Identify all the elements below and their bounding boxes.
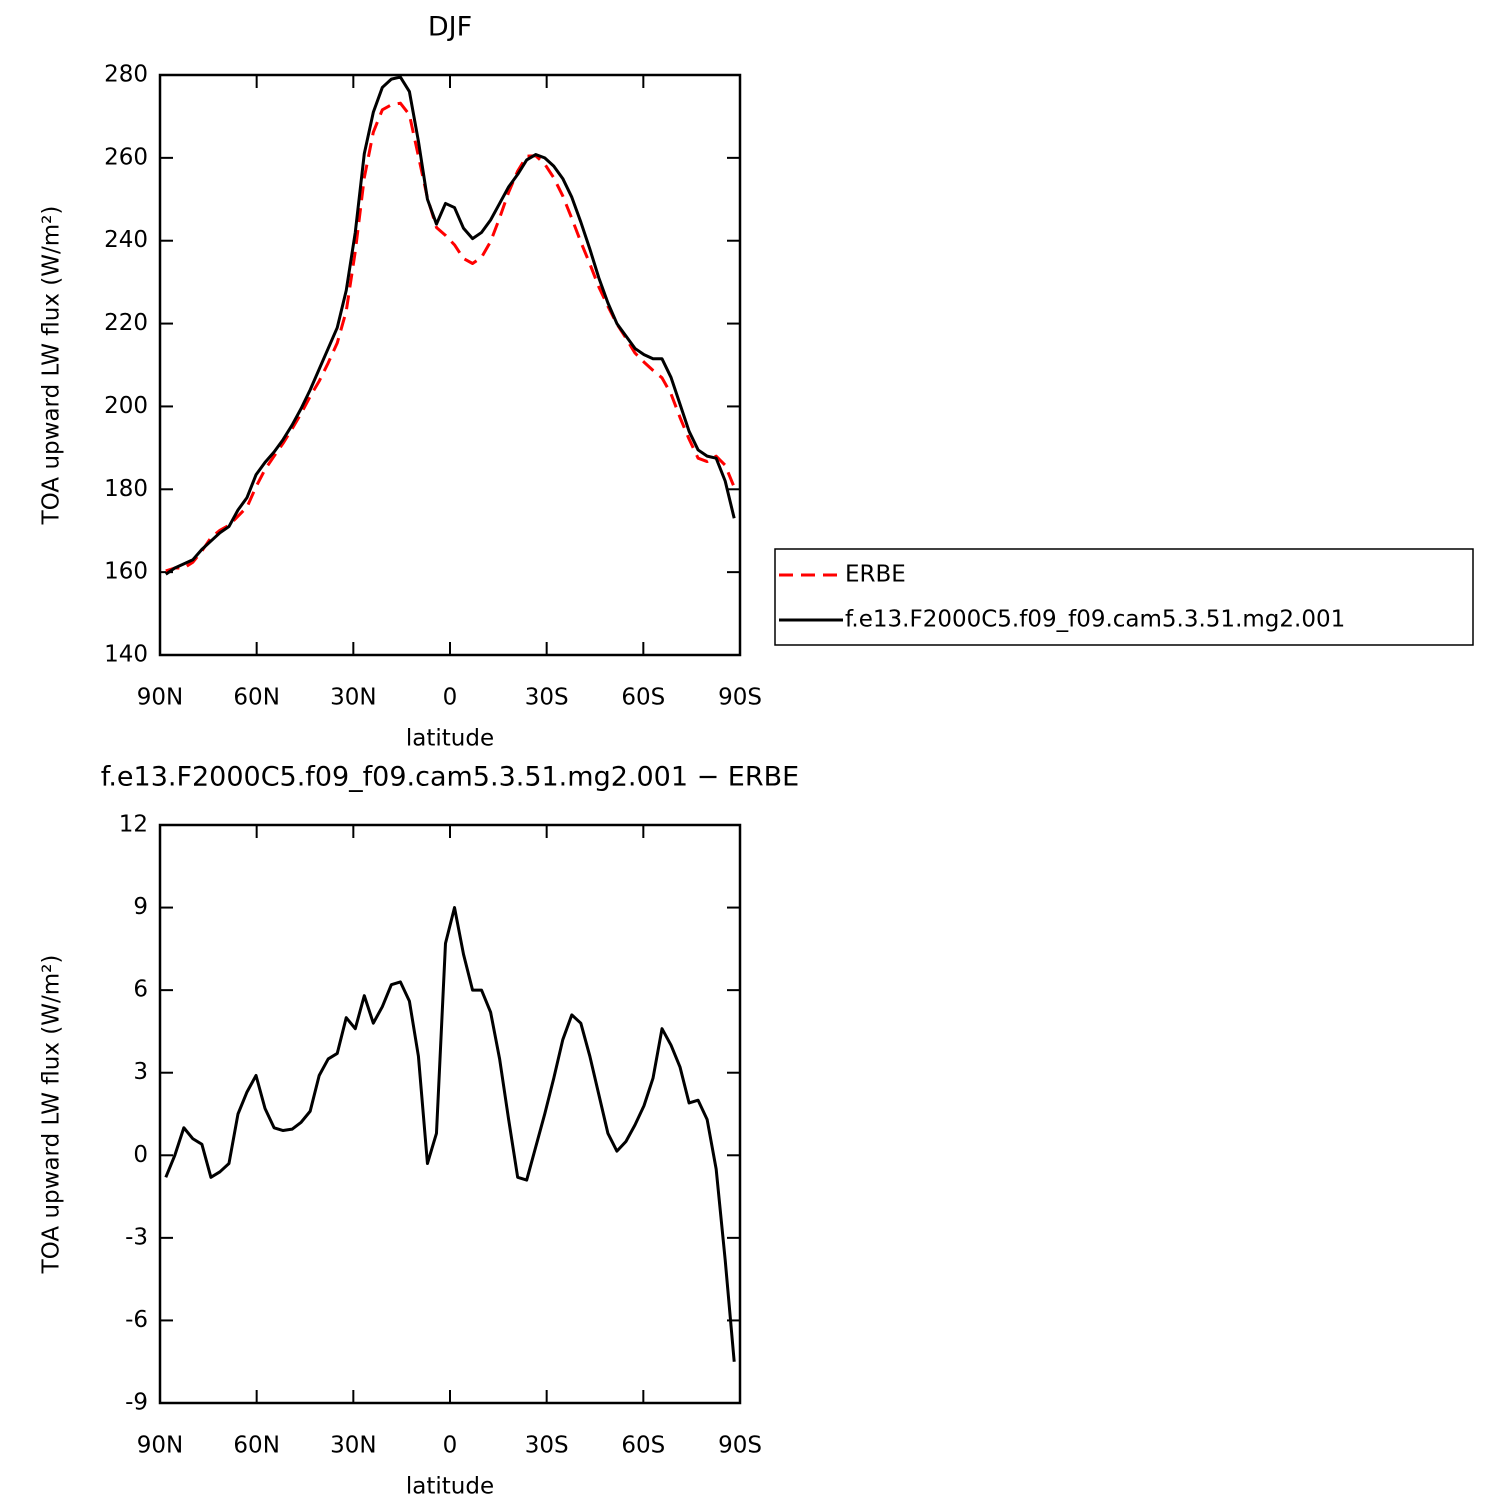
y-tick-label: 9 bbox=[133, 894, 148, 920]
y-tick-label: 200 bbox=[104, 393, 148, 419]
x-tick-label: 60S bbox=[621, 685, 665, 711]
x-tick-label: 60N bbox=[233, 685, 279, 711]
y-tick-label: 0 bbox=[133, 1142, 148, 1168]
legend-label: ERBE bbox=[845, 562, 906, 588]
x-tick-label: 90N bbox=[137, 685, 183, 711]
x-tick-label: 60N bbox=[233, 1433, 279, 1459]
y-axis-label: TOA upward LW flux (W/m²) bbox=[39, 955, 65, 1275]
chart-title: f.e13.F2000C5.f09_f09.cam5.3.51.mg2.001 … bbox=[101, 762, 799, 793]
y-tick-label: -9 bbox=[125, 1390, 148, 1416]
y-tick-label: 220 bbox=[104, 310, 148, 336]
x-axis-label: latitude bbox=[406, 726, 494, 752]
y-tick-label: -6 bbox=[125, 1307, 148, 1333]
y-tick-label: 240 bbox=[104, 227, 148, 253]
y-tick-label: 140 bbox=[104, 642, 148, 668]
x-tick-label: 30N bbox=[330, 685, 376, 711]
x-tick-label: 90N bbox=[137, 1433, 183, 1459]
chart-title: DJF bbox=[428, 12, 472, 43]
x-tick-label: 30S bbox=[525, 685, 569, 711]
x-tick-label: 60S bbox=[621, 1433, 665, 1459]
data-line bbox=[165, 101, 736, 573]
y-tick-label: 3 bbox=[133, 1059, 148, 1085]
y-tick-label: -3 bbox=[125, 1224, 148, 1250]
y-tick-label: 6 bbox=[133, 977, 148, 1003]
plot-frame bbox=[158, 73, 742, 657]
y-tick-label: 280 bbox=[104, 62, 148, 88]
y-tick-label: 260 bbox=[104, 144, 148, 170]
x-tick-label: 90S bbox=[718, 1433, 762, 1459]
legend-box bbox=[774, 548, 1474, 646]
y-tick-label: 12 bbox=[119, 812, 148, 838]
data-line bbox=[164, 906, 736, 1362]
x-tick-label: 0 bbox=[443, 1433, 458, 1459]
y-axis-label: TOA upward LW flux (W/m²) bbox=[39, 206, 65, 526]
y-tick-label: 180 bbox=[104, 476, 148, 502]
x-tick-label: 90S bbox=[718, 685, 762, 711]
data-line bbox=[164, 75, 736, 576]
plot-frame bbox=[158, 823, 742, 1405]
y-tick-label: 160 bbox=[104, 559, 148, 585]
x-axis-label: latitude bbox=[406, 1474, 494, 1500]
x-tick-label: 30S bbox=[525, 1433, 569, 1459]
x-tick-label: 30N bbox=[330, 1433, 376, 1459]
legend-label: f.e13.F2000C5.f09_f09.cam5.3.51.mg2.001 bbox=[845, 607, 1345, 633]
x-tick-label: 0 bbox=[443, 685, 458, 711]
